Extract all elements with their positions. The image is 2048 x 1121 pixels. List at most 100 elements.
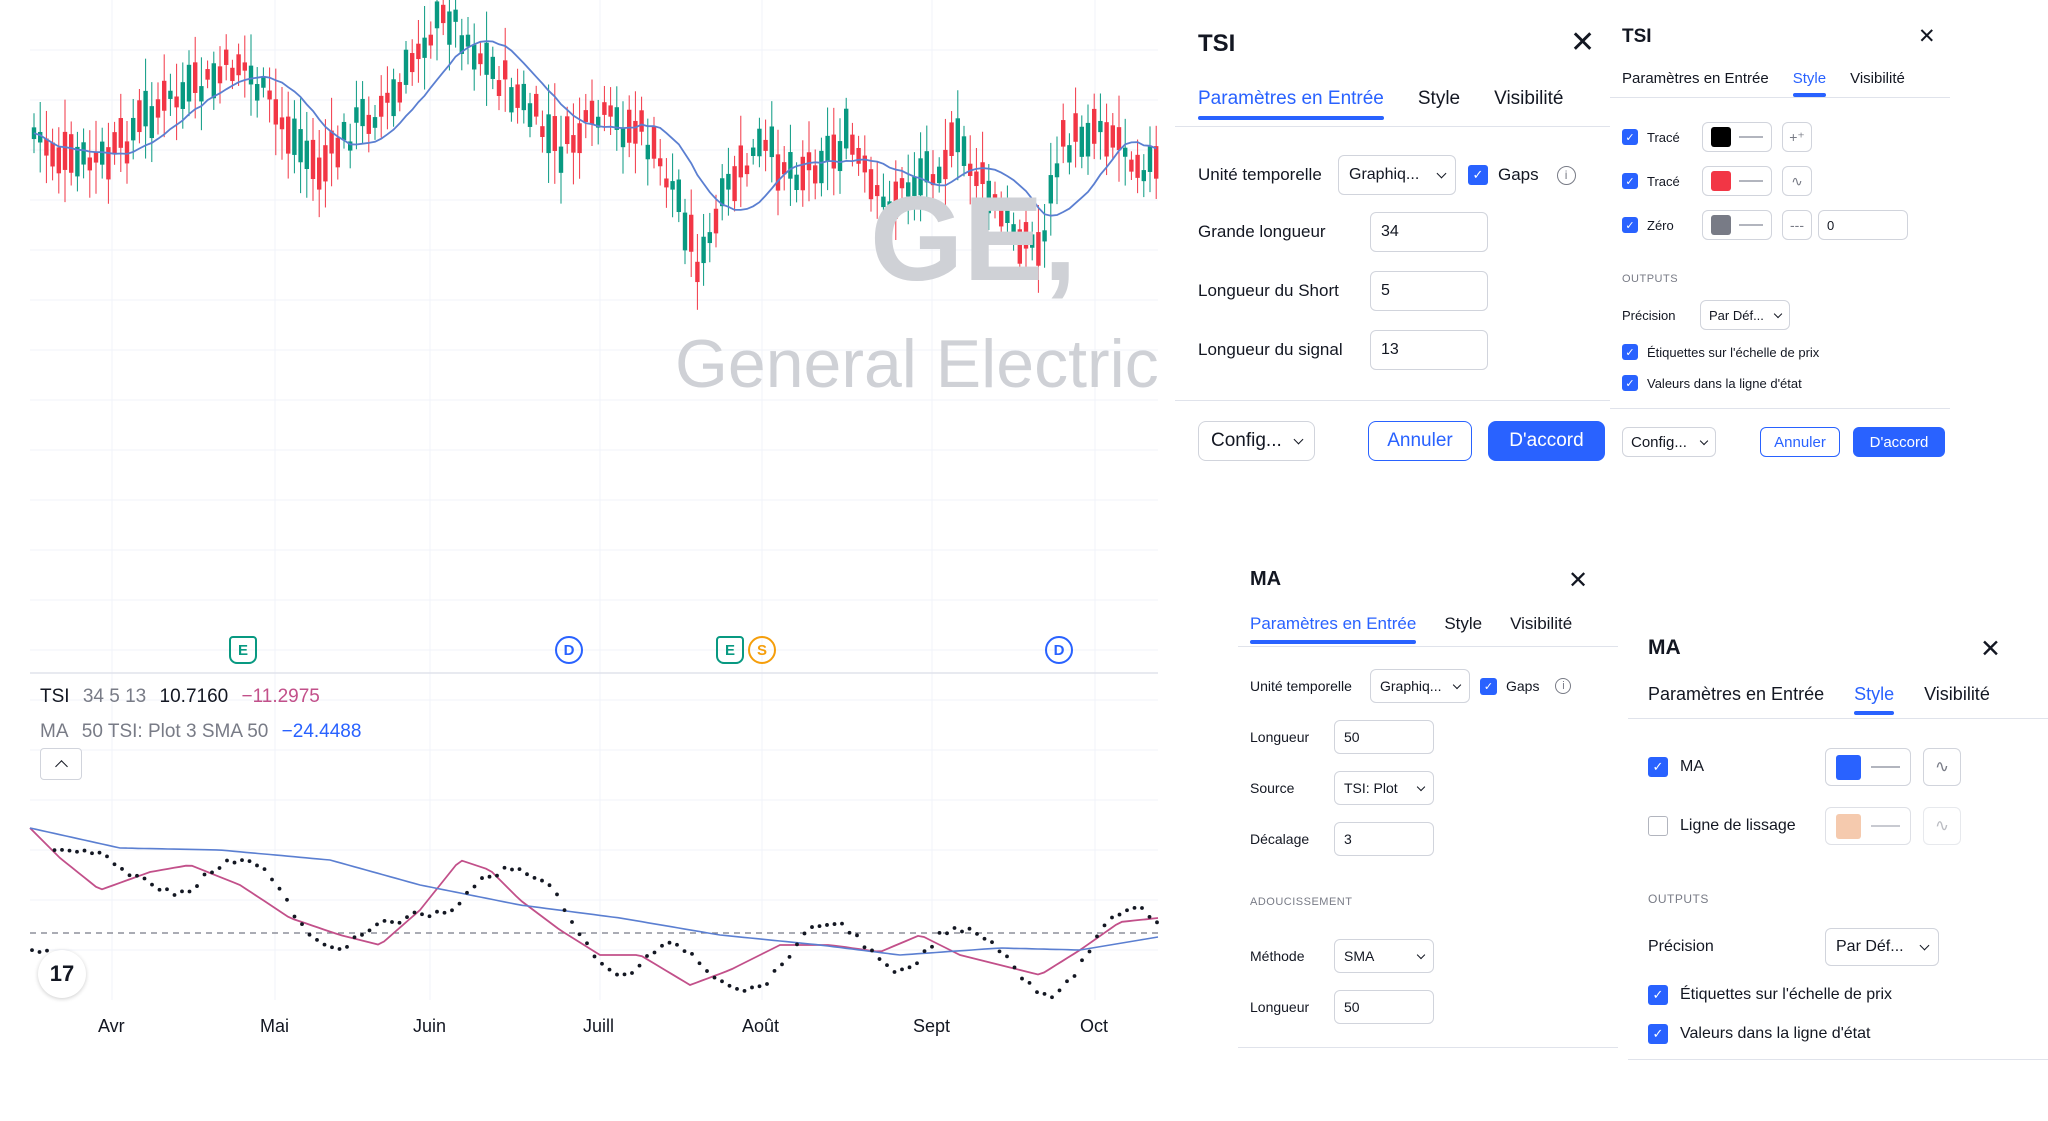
ma-color-picker[interactable]	[1825, 748, 1911, 786]
candle-body	[422, 37, 427, 58]
tab-style[interactable]: Style	[1417, 88, 1461, 109]
tsi-plot-dot	[315, 937, 319, 942]
zero-value-input[interactable]: 0	[1818, 210, 1908, 240]
tsi-plot-dot	[742, 988, 747, 993]
tsi-plot-dot	[375, 922, 379, 927]
dividend-event-icon[interactable]: D	[1045, 636, 1073, 664]
tsi-plot-dot	[1102, 923, 1107, 928]
config-dropdown[interactable]: Config...	[1198, 421, 1315, 461]
config-dropdown[interactable]: Config...	[1622, 427, 1716, 457]
candle-body	[348, 141, 353, 151]
signal-length-label: Longueur du signal	[1198, 340, 1343, 359]
tab-visibility[interactable]: Visibilité	[1924, 684, 1990, 704]
ma-checkbox[interactable]: ✓	[1648, 757, 1668, 777]
close-icon[interactable]: ✕	[1980, 635, 2001, 663]
ma-color-swatch	[1836, 754, 1861, 780]
plot1-color-picker[interactable]	[1702, 122, 1772, 152]
collapse-legend-button[interactable]	[40, 748, 82, 780]
tab-style[interactable]: Style	[1792, 70, 1827, 97]
candle-body	[726, 173, 731, 190]
plot1-checkbox[interactable]: ✓	[1622, 129, 1638, 145]
zero-color-picker[interactable]	[1702, 210, 1772, 240]
tab-style[interactable]: Style	[1854, 684, 1895, 715]
short-length-input[interactable]: 5	[1370, 271, 1488, 311]
cancel-button[interactable]: Annuler	[1368, 421, 1472, 461]
timeframe-select[interactable]: Graphiq...	[1338, 155, 1456, 195]
line-style-dashed-icon[interactable]: ---	[1782, 210, 1812, 240]
close-icon[interactable]: ✕	[1570, 26, 1596, 59]
long-length-input[interactable]: 34	[1370, 212, 1488, 252]
earnings-event-icon[interactable]: E	[716, 636, 744, 664]
candle-body	[713, 208, 719, 234]
price-scale-labels-checkbox[interactable]: ✓	[1622, 344, 1638, 360]
smoothing-line-checkbox[interactable]	[1648, 816, 1668, 836]
info-icon[interactable]: i	[1556, 165, 1576, 185]
tab-inputs[interactable]: Paramètres en Entrée	[1198, 88, 1384, 120]
tradingview-logo[interactable]: 17	[38, 950, 86, 998]
timeframe-select[interactable]: Graphiq...	[1370, 669, 1470, 703]
precision-select[interactable]: Par Déf...	[1825, 928, 1939, 966]
plot2-checkbox[interactable]: ✓	[1622, 173, 1638, 189]
dividend-event-icon[interactable]: D	[555, 636, 583, 664]
ok-button[interactable]: D'accord	[1488, 421, 1605, 461]
timeframe-label: Unité temporelle	[1250, 678, 1352, 694]
tsi-plot-dot	[120, 867, 124, 871]
status-line-values-checkbox[interactable]: ✓	[1648, 1024, 1668, 1044]
candle-body	[589, 100, 595, 125]
tsi-plot-dot	[1125, 908, 1129, 913]
plot-type-line-icon[interactable]: ∿	[1923, 748, 1961, 786]
tab-inputs[interactable]: Paramètres en Entrée	[1648, 684, 1825, 704]
tab-visibility[interactable]: Visibilité	[1494, 88, 1564, 109]
status-line-values-checkbox[interactable]: ✓	[1622, 375, 1638, 391]
plot-type-cross-icon[interactable]: +⁺	[1782, 122, 1812, 152]
tsi-plot-dot	[607, 967, 612, 972]
smoothing-color-swatch	[1836, 813, 1861, 839]
tab-visibility[interactable]: Visibilité	[1510, 614, 1573, 633]
gaps-checkbox[interactable]: ✓	[1480, 677, 1497, 695]
smoothing-color-picker[interactable]	[1825, 807, 1911, 845]
candle-body	[720, 178, 725, 207]
plot-type-line-icon[interactable]: ∿	[1782, 166, 1812, 196]
tsi-plot-dot	[645, 954, 649, 958]
candle-body	[124, 141, 130, 164]
tsi-plot-dot	[277, 886, 282, 891]
smoothing-length-input[interactable]: 50	[1334, 990, 1434, 1024]
tsi-plot-dot	[127, 873, 132, 878]
tab-inputs[interactable]: Paramètres en Entrée	[1250, 614, 1417, 644]
method-select[interactable]: SMA	[1334, 939, 1434, 973]
plot2-label: Tracé	[1647, 173, 1680, 189]
ok-button[interactable]: D'accord	[1853, 427, 1945, 457]
tsi-legend[interactable]: TSI 34 5 13 10.7160 −11.2975	[40, 686, 328, 708]
tab-style[interactable]: Style	[1444, 614, 1483, 633]
split-event-icon[interactable]: S	[748, 636, 776, 664]
source-select[interactable]: TSI: Plot	[1334, 771, 1434, 805]
length-input[interactable]: 50	[1334, 720, 1434, 754]
price-chart-canvas[interactable]	[0, 0, 1160, 1060]
precision-select[interactable]: Par Déf...	[1700, 300, 1790, 330]
tsi-plot-dot	[82, 848, 87, 853]
signal-length-input[interactable]: 13	[1370, 330, 1488, 370]
candle-body	[211, 63, 216, 99]
candle-body	[354, 107, 359, 123]
plot2-color-picker[interactable]	[1702, 166, 1772, 196]
tsi-plot-dot	[1027, 980, 1032, 985]
price-scale-labels-checkbox[interactable]: ✓	[1648, 985, 1668, 1005]
candle-body	[174, 96, 179, 108]
gaps-checkbox[interactable]: ✓	[1468, 165, 1488, 185]
cancel-button[interactable]: Annuler	[1760, 427, 1840, 457]
zero-checkbox[interactable]: ✓	[1622, 217, 1638, 233]
ma-legend[interactable]: MA 50 TSI: Plot 3 SMA 50 −24.4488	[40, 721, 369, 743]
earnings-event-icon[interactable]: E	[229, 636, 257, 664]
close-icon[interactable]: ✕	[1568, 567, 1589, 594]
tsi-plot-dot	[720, 979, 724, 984]
tsi-legend-signal-value: −11.2975	[241, 686, 320, 707]
offset-input[interactable]: 3	[1334, 822, 1434, 856]
tab-visibility[interactable]: Visibilité	[1850, 70, 1905, 87]
plot-type-line-icon[interactable]: ∿	[1923, 807, 1961, 845]
close-icon[interactable]: ✕	[1918, 25, 1936, 48]
chart-area[interactable]: GE, General Electric E D E S D TSI 34 5 …	[0, 0, 1160, 1060]
timeframe-label: Unité temporelle	[1198, 165, 1322, 184]
info-icon[interactable]: i	[1555, 678, 1572, 694]
candle-body	[236, 54, 241, 76]
tab-inputs[interactable]: Paramètres en Entrée	[1622, 70, 1769, 87]
